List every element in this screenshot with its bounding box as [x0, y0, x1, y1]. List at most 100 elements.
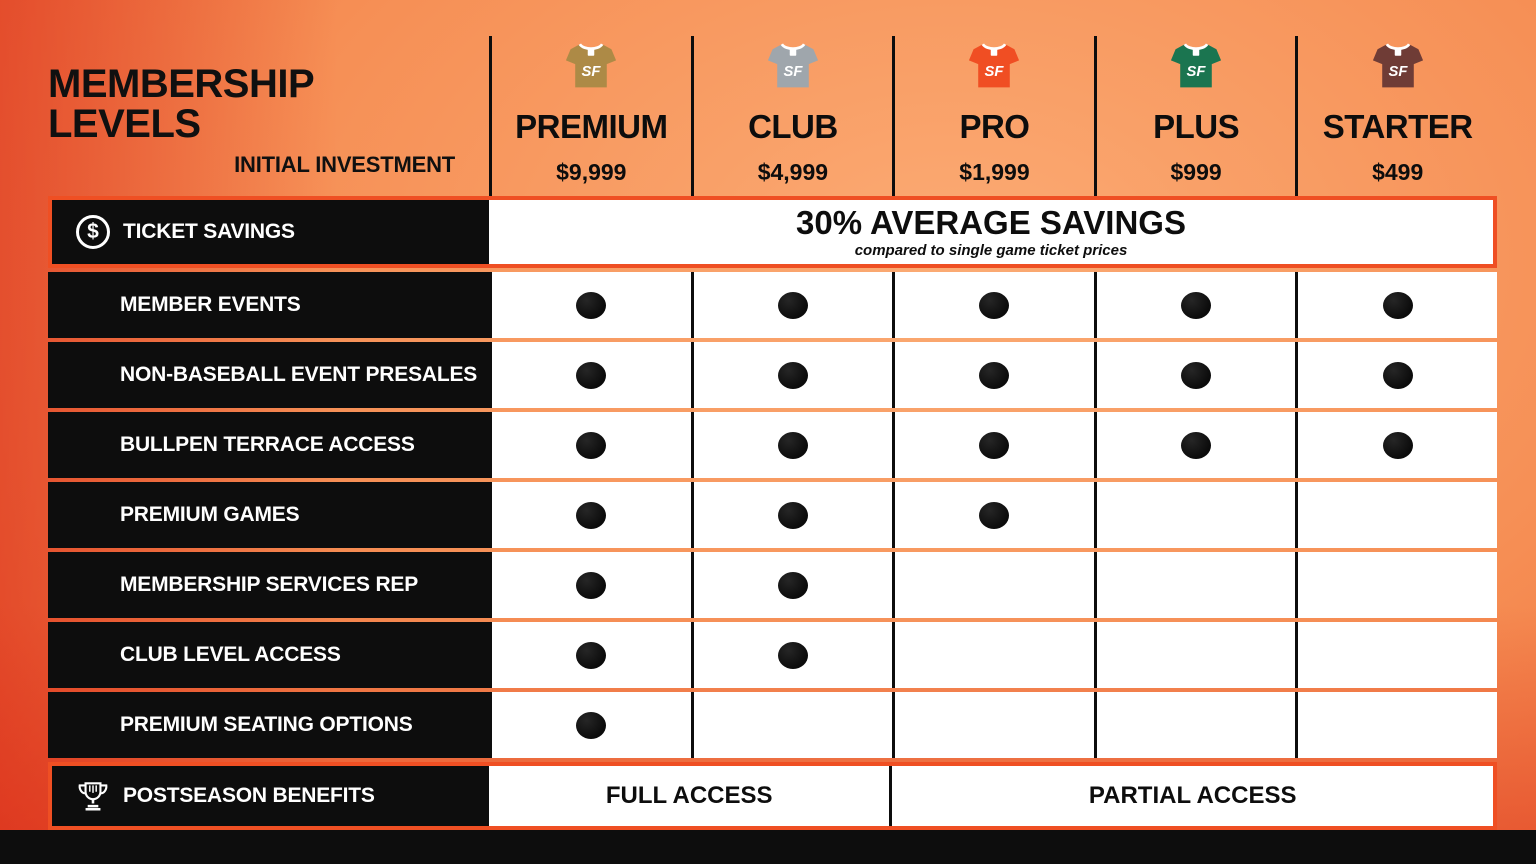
baseball-dot	[576, 501, 607, 529]
benefit-cell-member-events-premium	[489, 272, 691, 338]
row-label: POSTSEASON BENEFITS	[123, 784, 375, 807]
tier-name: PLUS	[1153, 108, 1240, 145]
ticket-savings-row: $ TICKET SAVINGS 30% AVERAGE SAVINGS com…	[48, 196, 1497, 268]
tier-price: $499	[1372, 159, 1424, 185]
benefit-cell-member-events-pro	[892, 272, 1094, 338]
baseball-dot	[576, 571, 607, 599]
baseball-dot	[1181, 431, 1212, 459]
ticket-savings-label-cell: $ TICKET SAVINGS	[52, 200, 489, 264]
baseball-dot	[1181, 361, 1212, 389]
benefit-cell-bullpen-terrace-access-premium	[489, 412, 691, 478]
baseball-dot	[576, 431, 607, 459]
baseball-dot	[576, 641, 607, 669]
benefit-cell-member-events-club	[690, 272, 893, 338]
row-label: PREMIUM SEATING OPTIONS	[120, 713, 413, 736]
baseball-dot	[1181, 291, 1212, 319]
benefit-cell-premium-games-plus	[1093, 482, 1296, 548]
benefit-cell-premium-seating-options-starter	[1295, 692, 1497, 758]
postseason-label-cell: POSTSEASON BENEFITS	[52, 766, 489, 826]
benefit-row-non-baseball-event-presales: NON-BASEBALL EVENT PRESALES	[48, 342, 1497, 408]
benefit-label-membership-services-rep: MEMBERSHIP SERVICES REP	[48, 552, 489, 618]
baseball-dot	[777, 571, 808, 599]
baseball-dot	[777, 291, 808, 319]
benefit-cell-club-level-access-pro	[892, 622, 1094, 688]
baseball-dot	[777, 431, 808, 459]
benefit-cell-bullpen-terrace-access-starter	[1295, 412, 1497, 478]
tier-price: $4,999	[757, 159, 829, 185]
title-block: MEMBERSHIP LEVELS INITIAL INVESTMENT	[48, 0, 489, 196]
benefit-cell-bullpen-terrace-access-club	[690, 412, 893, 478]
baseball-dot	[777, 361, 808, 389]
baseball-dot	[1382, 431, 1413, 459]
benefit-cell-premium-games-club	[690, 482, 893, 548]
postseason-row: POSTSEASON BENEFITS FULL ACCESS PARTIAL …	[48, 762, 1497, 830]
benefit-cell-non-baseball-event-presales-premium	[489, 342, 691, 408]
benefits-table: $ TICKET SAVINGS 30% AVERAGE SAVINGS com…	[48, 196, 1497, 830]
benefit-row-club-level-access: CLUB LEVEL ACCESS	[48, 622, 1497, 688]
savings-headline: 30% AVERAGE SAVINGS	[796, 203, 1186, 241]
tier-name: CLUB	[748, 108, 838, 145]
row-label: NON-BASEBALL EVENT PRESALES	[120, 363, 478, 386]
tier-name: PREMIUM	[515, 108, 668, 145]
benefit-cell-premium-games-pro	[892, 482, 1094, 548]
benefit-cell-premium-seating-options-plus	[1093, 692, 1296, 758]
tier-price: $999	[1170, 159, 1222, 185]
page-title: MEMBERSHIP LEVELS	[48, 62, 314, 146]
full-access-cell: FULL ACCESS	[489, 766, 890, 826]
jersey-icon-premium: SF	[566, 43, 617, 88]
benefit-cell-membership-services-rep-pro	[892, 552, 1094, 618]
svg-text:SF: SF	[1388, 64, 1408, 80]
savings-summary-cell: 30% AVERAGE SAVINGS compared to single g…	[489, 200, 1493, 264]
baseball-dot	[1382, 291, 1413, 319]
benefit-label-premium-seating-options: PREMIUM SEATING OPTIONS	[48, 692, 489, 758]
row-label: MEMBER EVENTS	[120, 293, 301, 316]
row-label: TICKET SAVINGS	[123, 220, 295, 243]
baseball-dot	[1382, 361, 1413, 389]
row-label: BULLPEN TERRACE ACCESS	[120, 433, 415, 456]
tier-header-row: SF PREMIUM $9,999 SF CLUB $4,999 SF PRO $1,999 SF…	[489, 36, 1497, 196]
baseball-dot	[576, 291, 607, 319]
benefit-cell-bullpen-terrace-access-pro	[892, 412, 1094, 478]
benefit-cell-non-baseball-event-presales-starter	[1295, 342, 1497, 408]
tier-name: PRO	[959, 108, 1030, 145]
svg-text:SF: SF	[582, 64, 602, 80]
benefit-cell-membership-services-rep-starter	[1295, 552, 1497, 618]
jersey-icon-starter: SF	[1372, 43, 1423, 88]
benefit-row-premium-games: PREMIUM GAMES	[48, 482, 1497, 548]
benefit-row-bullpen-terrace-access: BULLPEN TERRACE ACCESS	[48, 412, 1497, 478]
tier-name: STARTER	[1322, 108, 1473, 145]
baseball-dot	[979, 361, 1010, 389]
table-header: MEMBERSHIP LEVELS INITIAL INVESTMENT SF P…	[0, 0, 1536, 196]
svg-text:SF: SF	[783, 64, 803, 80]
jersey-icon-club: SF	[767, 43, 818, 88]
benefit-cell-club-level-access-club	[690, 622, 893, 688]
baseball-dot	[979, 501, 1010, 529]
baseball-dot	[979, 431, 1010, 459]
row-label: MEMBERSHIP SERVICES REP	[120, 573, 419, 596]
benefit-label-non-baseball-event-presales: NON-BASEBALL EVENT PRESALES	[48, 342, 489, 408]
baseball-dot	[576, 711, 607, 739]
tier-header-pro: SF PRO $1,999	[892, 36, 1094, 196]
svg-text:SF: SF	[985, 64, 1005, 80]
benefit-label-member-events: MEMBER EVENTS	[48, 272, 489, 338]
baseball-dot	[777, 501, 808, 529]
tier-header-premium: SF PREMIUM $9,999	[489, 36, 691, 196]
page-subtitle: INITIAL INVESTMENT	[234, 152, 455, 177]
tier-header-plus: SF PLUS $999	[1093, 36, 1296, 196]
benefit-label-premium-games: PREMIUM GAMES	[48, 482, 489, 548]
benefit-cell-club-level-access-plus	[1093, 622, 1296, 688]
benefit-cell-bullpen-terrace-access-plus	[1093, 412, 1296, 478]
benefit-cell-member-events-starter	[1295, 272, 1497, 338]
benefit-cell-membership-services-rep-club	[690, 552, 893, 618]
benefit-cell-membership-services-rep-plus	[1093, 552, 1296, 618]
tier-price: $1,999	[959, 159, 1030, 185]
benefit-row-premium-seating-options: PREMIUM SEATING OPTIONS	[48, 692, 1497, 758]
baseball-dot	[576, 361, 607, 389]
row-label: CLUB LEVEL ACCESS	[120, 643, 341, 666]
trophy-icon	[78, 782, 108, 811]
benefit-cell-non-baseball-event-presales-pro	[892, 342, 1094, 408]
dollar-icon: $	[76, 215, 110, 249]
benefit-cell-club-level-access-premium	[489, 622, 691, 688]
benefit-cell-premium-seating-options-pro	[892, 692, 1094, 758]
benefit-cell-club-level-access-starter	[1295, 622, 1497, 688]
